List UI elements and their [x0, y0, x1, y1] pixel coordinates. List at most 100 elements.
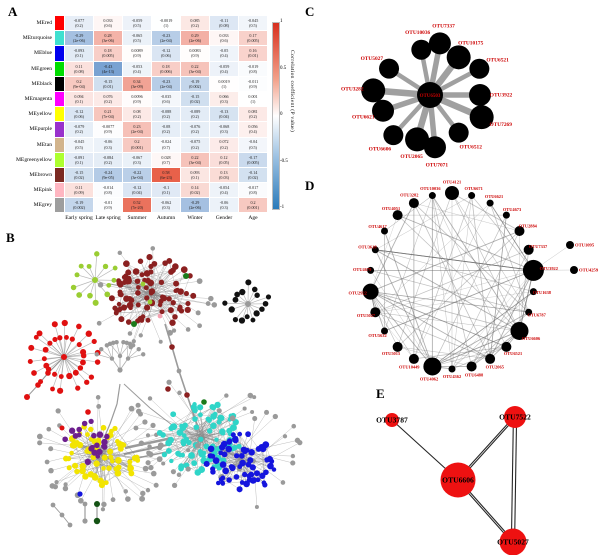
otu-node — [469, 105, 494, 130]
otu-label: OTU4362 — [443, 374, 461, 379]
blue-module-node — [264, 457, 270, 463]
darkred-module-node — [166, 258, 173, 264]
turquoise-module-node — [188, 452, 195, 459]
turquoise-module-node — [198, 436, 204, 442]
otu-label: OTU10036 — [405, 30, 430, 36]
darkred-module-node — [159, 294, 165, 300]
tree-leaf — [94, 352, 99, 357]
otu-label: OTU6606 — [442, 476, 474, 485]
purple-module-node — [96, 431, 104, 438]
yellow-halo-node — [46, 426, 52, 432]
yellow-module-node — [98, 482, 105, 489]
otu-label: OTU6606 — [522, 336, 541, 341]
otu-label: OTU2065 — [400, 154, 423, 160]
otu-node — [502, 211, 510, 219]
turquoise-halo-node — [250, 409, 255, 414]
red-star-hub — [61, 354, 67, 360]
module-color-swatch — [55, 167, 64, 183]
turquoise-module-node — [209, 404, 215, 410]
heatmap-cell-MEgrey-4: -0.29 (2e-06) — [181, 198, 209, 213]
heatmap-cell-MEmagenta-1: 0.076 (0.2) — [94, 91, 122, 107]
blue-halo-node — [229, 415, 236, 422]
darkred-module-node — [117, 280, 122, 285]
darkred-module-node — [166, 296, 172, 302]
darkred-module-node — [116, 307, 122, 313]
darkred-module-node — [137, 258, 144, 264]
darkred-module-node — [135, 290, 141, 296]
otu-node — [486, 199, 494, 207]
darkred-module-node — [108, 295, 115, 302]
tree-stem — [117, 353, 123, 359]
accent-node — [140, 281, 146, 287]
otu-node — [445, 186, 459, 200]
blue-module-node — [246, 473, 252, 479]
black-star-node — [251, 286, 258, 293]
tree-leaf — [127, 341, 133, 347]
darkred-module-node — [140, 314, 146, 319]
yellow-module-node — [117, 445, 124, 452]
tree-stem — [125, 356, 131, 361]
heatmap-cell-MEblack-0: 0.2 (9e-04) — [65, 76, 93, 91]
darkred-module-node — [135, 302, 141, 308]
blue-halo-node — [290, 453, 296, 459]
otu-node — [510, 321, 529, 340]
black-star-node — [228, 306, 235, 313]
panel-e-labels: OTU3787 OTU7522 OTU6606 OTU5027 — [376, 413, 531, 547]
module-color-swatch — [55, 91, 64, 107]
heatmap-cell-MEpink-0: 0.11 (0.09) — [65, 183, 93, 198]
otu-label: OTU10175 — [458, 40, 483, 46]
yellow-module-node — [101, 454, 108, 461]
purple-module-node — [68, 427, 76, 434]
yellow-halo-node — [142, 465, 149, 472]
otu-label: OTU1638 — [533, 290, 552, 295]
yellow-halo-node — [110, 497, 116, 503]
turquoise-module-node — [198, 466, 206, 473]
yellow-halo-node — [123, 489, 128, 494]
red-star-node — [76, 323, 82, 330]
otu-node — [428, 192, 436, 200]
black-star-node — [259, 306, 265, 312]
blue-module-node — [237, 431, 243, 437]
otu-label: OTU7337 — [529, 244, 548, 249]
darkred-halo-node — [117, 250, 123, 256]
turquoise-module-node — [198, 412, 203, 418]
darkred-module-node — [125, 269, 132, 276]
blue-halo-node — [186, 448, 191, 453]
turquoise-module-node — [186, 439, 192, 446]
yellow-halo-node — [62, 485, 69, 492]
blue-module-node — [216, 480, 221, 486]
darkred-halo-node — [205, 301, 211, 307]
otu-label: OTU10449 — [399, 364, 420, 369]
black-star-node — [234, 291, 241, 298]
otu-label: OTU3282 — [341, 86, 364, 92]
greenyellow-star-node — [102, 263, 109, 270]
yellow-halo-node — [101, 501, 107, 508]
heatmap-cell-MEgreen-0: 0.11 (0.08) — [65, 61, 93, 76]
turquoise-module-node — [160, 432, 166, 438]
darkred-module-node — [113, 310, 119, 316]
heatmap-cell-MEblue-4: 0.0083 (0.9) — [181, 46, 209, 61]
darkred-module-node — [121, 279, 128, 285]
purple-module-node — [76, 432, 82, 438]
greenyellow-star-node — [104, 291, 111, 298]
otu-label: OTU7071 — [426, 163, 449, 169]
blue-module-node — [262, 482, 268, 488]
yellow-module-node — [112, 425, 118, 432]
darkred-module-node — [170, 299, 176, 306]
turquoise-halo-node — [133, 425, 139, 431]
blue-module-node — [267, 462, 274, 470]
blue-module-node — [218, 444, 226, 451]
heatmap-cell-MEyellow-6: 0.081 (0.2) — [239, 107, 267, 122]
otu-label: OTU5027 — [357, 313, 376, 318]
yellow-halo-node — [55, 408, 61, 414]
turquoise-module-node — [214, 437, 219, 442]
otu-node — [469, 84, 491, 106]
darkred-module-node — [126, 279, 132, 285]
yellow-halo-node — [78, 497, 84, 504]
otu-node-OTU3787 — [385, 413, 399, 427]
darkred-halo-node — [138, 333, 143, 338]
blue-module-node — [233, 453, 240, 459]
colorbar-tick: 1 — [280, 19, 283, 24]
module-row-label: MEred — [36, 20, 52, 27]
heatmap-cell-MEgreenyellow-4: 0.22 (3e-04) — [181, 152, 209, 167]
